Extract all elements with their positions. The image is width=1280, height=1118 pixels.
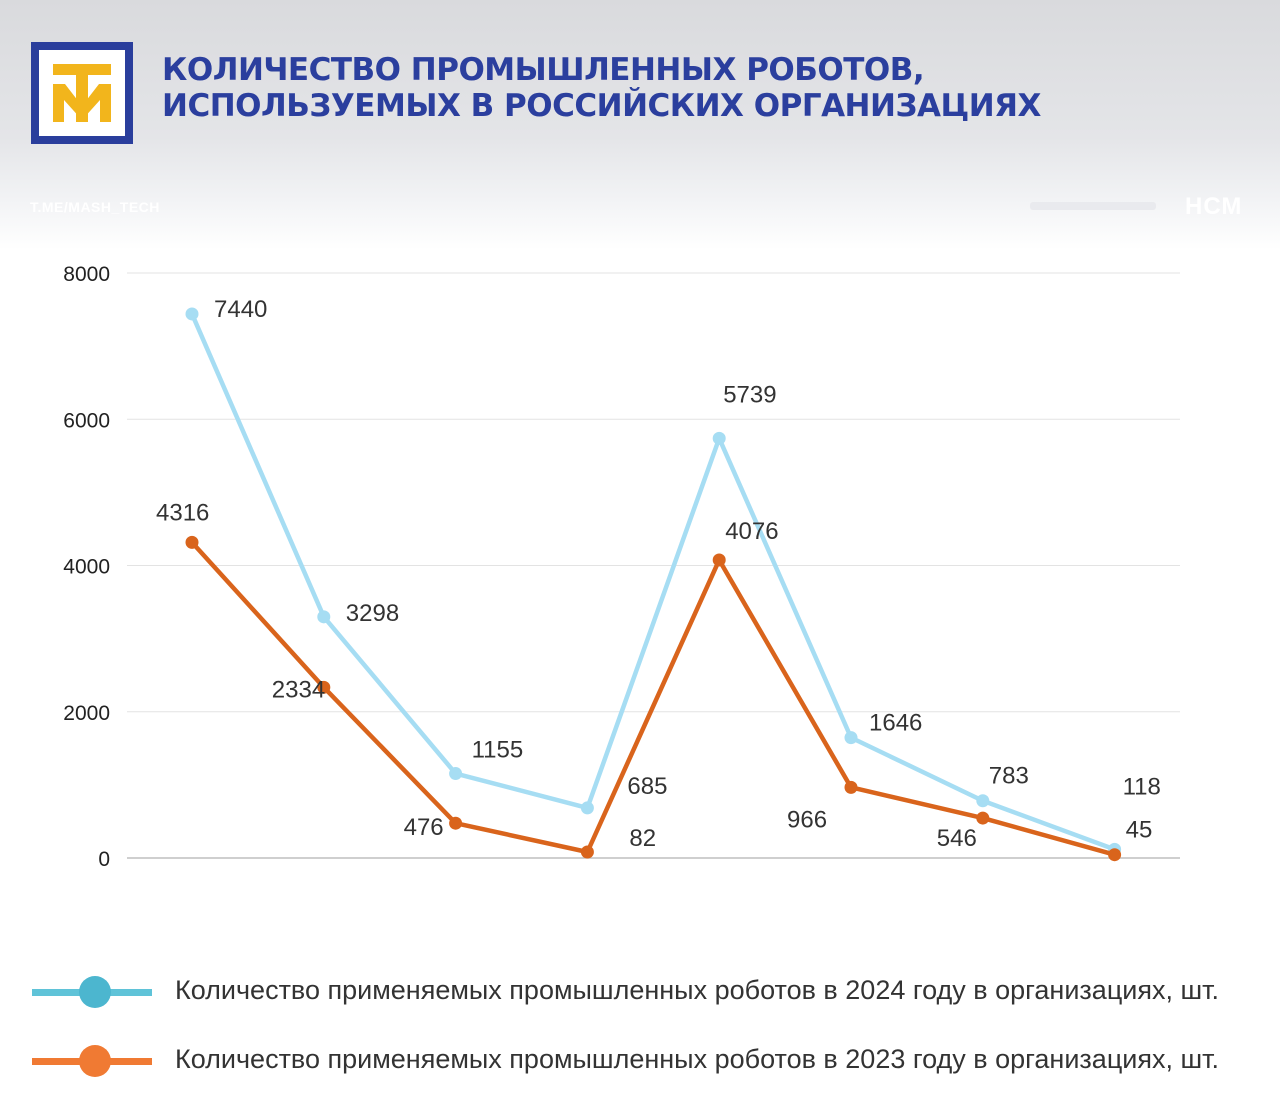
data-label: 7440 <box>214 296 267 323</box>
data-point <box>317 610 331 624</box>
data-point <box>712 553 726 567</box>
watermark-strip <box>1030 202 1156 210</box>
page-title: КОЛИЧЕСТВО ПРОМЫШЛЕННЫХ РОБОТОВ, ИСПОЛЬЗ… <box>162 52 1041 124</box>
data-label: 45 <box>1126 817 1153 844</box>
data-point <box>185 307 199 321</box>
data-label: 966 <box>787 806 827 833</box>
y-tick-label: 4000 <box>63 556 110 579</box>
data-label: 3298 <box>346 600 399 627</box>
series-line-2024 <box>189 313 1116 852</box>
legend-marker-2023 <box>79 1045 111 1077</box>
data-point <box>844 731 858 745</box>
data-label: 2334 <box>272 676 325 703</box>
title-line-1: КОЛИЧЕСТВО ПРОМЫШЛЕННЫХ РОБОТОВ, <box>162 52 925 88</box>
legend-marker-2024 <box>79 976 111 1008</box>
legend-label-2023: Количество применяемых промышленных робо… <box>175 1044 1220 1074</box>
data-point <box>844 780 858 794</box>
data-label: 546 <box>937 825 977 852</box>
data-label: 4076 <box>725 518 778 545</box>
title-line-2: ИСПОЛЬЗУЕМЫХ В РОССИЙСКИХ ОРГАНИЗАЦИЯХ <box>162 88 1041 124</box>
data-point <box>712 431 726 445</box>
legend-item-2023: Количество применяемых промышленных робо… <box>32 1042 1272 1082</box>
data-label: 118 <box>1123 773 1161 800</box>
data-label: 82 <box>629 825 656 852</box>
y-tick-label: 8000 <box>63 263 110 286</box>
data-label: 783 <box>989 763 1029 790</box>
data-label: 685 <box>627 773 667 800</box>
data-label: 4316 <box>156 499 209 526</box>
data-point <box>449 816 463 830</box>
data-point <box>185 535 199 549</box>
y-tick-label: 6000 <box>63 409 110 432</box>
tm-logo-icon <box>31 42 133 144</box>
y-tick-label: 0 <box>98 848 110 871</box>
data-point <box>580 801 594 815</box>
legend-label-2024: Количество применяемых промышленных робо… <box>175 975 1220 1005</box>
series-line-2023 <box>190 540 1116 857</box>
data-label: 5739 <box>723 381 776 408</box>
line-chart: 02000400060008000ЦФОСЗФОЮФОСКФОПФОУФОСФО… <box>63 263 1180 871</box>
data-point <box>449 767 463 781</box>
legend-item-2024: Количество применяемых промышленных робо… <box>32 973 1272 1013</box>
data-point <box>1108 848 1122 862</box>
data-point <box>580 845 594 859</box>
header-banner: КОЛИЧЕСТВО ПРОМЫШЛЕННЫХ РОБОТОВ, ИСПОЛЬЗ… <box>0 0 1280 250</box>
data-label: 476 <box>404 814 444 841</box>
data-point <box>976 794 990 808</box>
y-tick-label: 2000 <box>63 702 110 725</box>
watermark-brand: НСМ <box>1185 193 1243 220</box>
data-label: 1646 <box>869 710 922 737</box>
watermark-channel: T.ME/MASH_TECH <box>30 199 160 215</box>
data-label: 1155 <box>472 737 524 764</box>
data-point <box>317 680 331 694</box>
data-point <box>976 811 990 825</box>
